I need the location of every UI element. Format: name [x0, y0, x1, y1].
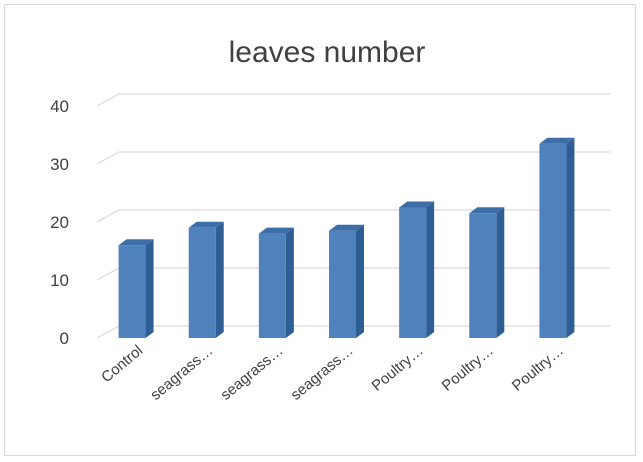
bar-top [118, 239, 154, 246]
x-tick-label: Poultry… [509, 342, 567, 395]
y-tick-label: 20 [50, 213, 69, 232]
bar-side [566, 137, 575, 338]
bar-top [329, 224, 364, 231]
bar-side [285, 227, 294, 338]
x-tick-label: Poultry… [369, 342, 427, 395]
bar-top [258, 227, 294, 234]
bar [469, 213, 497, 338]
bar [399, 207, 427, 338]
bar-top [539, 137, 575, 144]
x-tick-label: Poultry… [439, 342, 497, 395]
x-tick-label: Control [98, 342, 146, 386]
y-tick-label: 30 [50, 155, 69, 174]
y-tick-label: 0 [60, 329, 69, 348]
x-tick-label: seagrass… [217, 342, 286, 404]
chart-frame: leaves number 0 10 20 30 40 Control seagrass…… [4, 4, 636, 456]
gridline [96, 93, 610, 107]
bar [118, 245, 146, 338]
bar-top [469, 207, 505, 214]
gridlines [96, 93, 610, 339]
bar-side [215, 221, 224, 338]
bar-side [145, 239, 154, 338]
chart-title: leaves number [229, 36, 426, 69]
bar [188, 227, 216, 338]
bar [329, 230, 356, 338]
bars [118, 137, 575, 338]
gridline [96, 151, 610, 165]
bar-side [356, 224, 364, 338]
bar [539, 143, 567, 338]
y-tick-label: 40 [50, 97, 69, 116]
bar-side [426, 201, 435, 338]
bar-side [496, 207, 505, 338]
x-tick-label: seagrass… [288, 342, 357, 404]
x-tick-label: seagrass… [147, 342, 216, 404]
bar [258, 233, 286, 338]
x-axis-labels: Control seagrass… seagrass… seagrass… Poultr… [98, 342, 567, 404]
y-tick-label: 10 [50, 271, 69, 290]
bar-top [188, 221, 224, 228]
bar-top [399, 201, 435, 208]
y-axis-ticks: 0 10 20 30 40 [50, 97, 69, 348]
gridline [96, 209, 610, 223]
